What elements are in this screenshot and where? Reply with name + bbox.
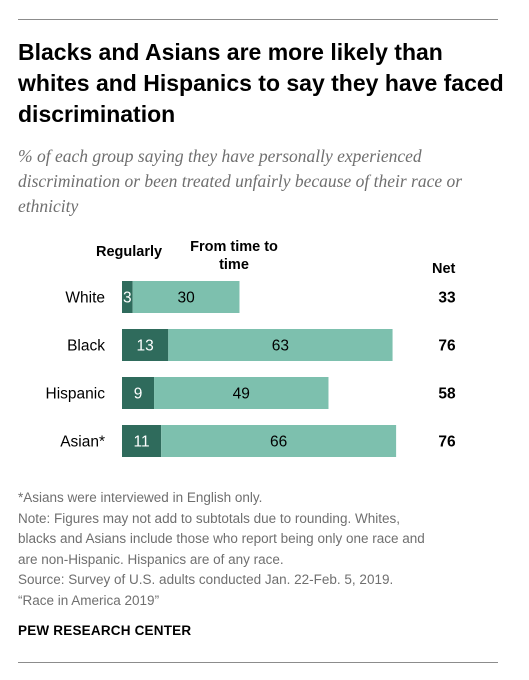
data-label: 49 [233, 386, 250, 403]
bar-segment [122, 377, 155, 409]
data-label: 63 [272, 338, 289, 355]
bar-segment [154, 377, 329, 409]
bar-segment [168, 329, 393, 361]
bar-segment [161, 425, 397, 457]
data-label: 13 [137, 338, 154, 355]
data-label: 3 [123, 290, 132, 307]
data-label: 66 [270, 434, 287, 451]
data-label: 11 [134, 434, 150, 451]
category-label: Hispanic [46, 386, 106, 403]
top-rule [18, 19, 498, 20]
source-line: Source: Survey of U.S. adults conducted … [18, 572, 394, 587]
note-line: are non-Hispanic. Hispanics are of any r… [18, 551, 284, 567]
bar-segment [122, 329, 169, 361]
chart-title: Blacks and Asians are more likely than w… [18, 39, 504, 127]
bar-segment [122, 425, 162, 457]
net-value: 76 [438, 338, 456, 355]
note-line: Note: Figures may not add to subtotals d… [18, 510, 400, 526]
chart-subtitle: % of each group saying they have persona… [18, 146, 463, 216]
net-header: Net [432, 261, 456, 277]
category-label: Black [67, 338, 105, 355]
bottom-rule [18, 662, 498, 663]
data-label: 9 [134, 386, 143, 403]
chart-notes: *Asians were interviewed in English only… [18, 488, 513, 611]
source-line: “Race in America 2019” [18, 592, 160, 608]
note-line: *Asians were interviewed in English only… [18, 490, 263, 505]
net-value: 76 [438, 434, 456, 451]
bar-segment [122, 281, 133, 313]
category-label: White [65, 290, 105, 307]
data-label: 30 [177, 290, 195, 307]
net-value: 33 [438, 290, 456, 307]
bar-segment [132, 281, 240, 313]
pew-research-center-logo: PEW RESEARCH CENTER [18, 623, 192, 638]
category-label: Asian* [60, 434, 105, 451]
legend-regularly: Regularly [96, 244, 163, 260]
net-value: 58 [438, 386, 456, 403]
note-line: blacks and Asians include those who repo… [18, 531, 425, 546]
legend-from-time-to-time: From time to time [190, 239, 278, 273]
